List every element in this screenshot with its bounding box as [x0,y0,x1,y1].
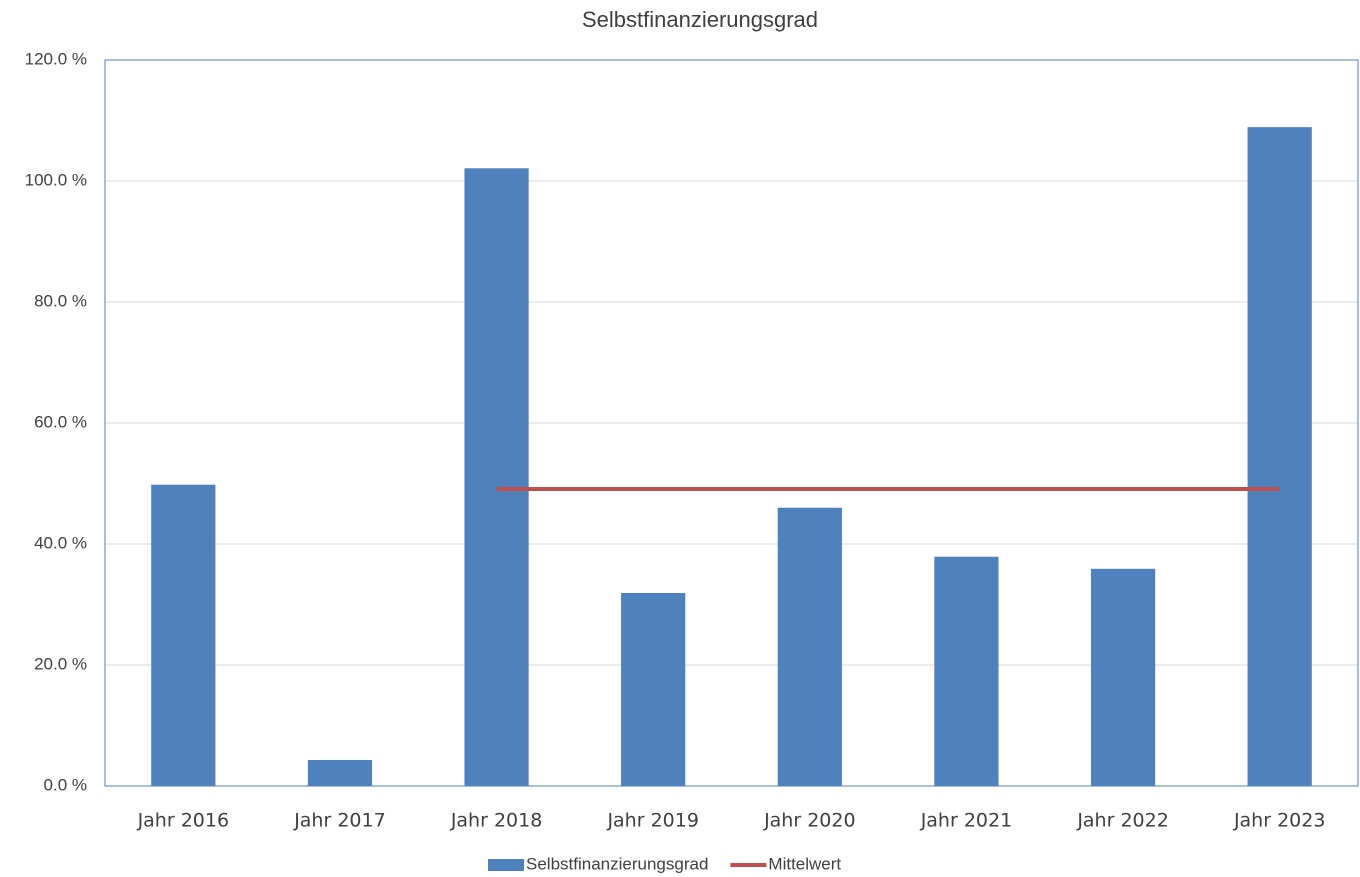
bar [621,593,686,786]
x-tick-label: Jahr 2020 [763,810,856,832]
y-tick-label: 100.0 % [25,170,87,189]
plot-frame [104,59,1359,787]
y-tick-label: 120.0 % [25,49,87,68]
x-tick-label: Jahr 2023 [1233,810,1326,832]
bar [1090,568,1156,786]
x-tick-label: Jahr 2017 [293,810,386,832]
bar [1247,127,1312,786]
x-tick-label: Jahr 2022 [1076,810,1169,832]
bar [464,168,529,787]
chart-title: Selbstfinanzierungsgrad [582,7,818,32]
x-tick-label: Jahr 2016 [137,810,230,832]
y-tick-label: 80.0 % [34,291,87,310]
bar [307,759,373,786]
y-tick-label: 40.0 % [34,533,87,552]
y-tick-label: 20.0 % [34,654,87,673]
bar [777,507,842,786]
x-tick-label: Jahr 2018 [450,810,543,832]
legend-label: Selbstfinanzierungsgrad [526,854,708,873]
y-tick-label: 60.0 % [34,412,87,431]
y-tick-label: 0.0 % [44,775,87,794]
legend-label: Mittelwert [768,854,841,873]
legend-swatch [488,859,524,871]
bar [151,484,216,786]
x-tick-label: Jahr 2019 [606,810,699,832]
x-tick-label: Jahr 2021 [920,810,1013,832]
bar [934,556,999,786]
